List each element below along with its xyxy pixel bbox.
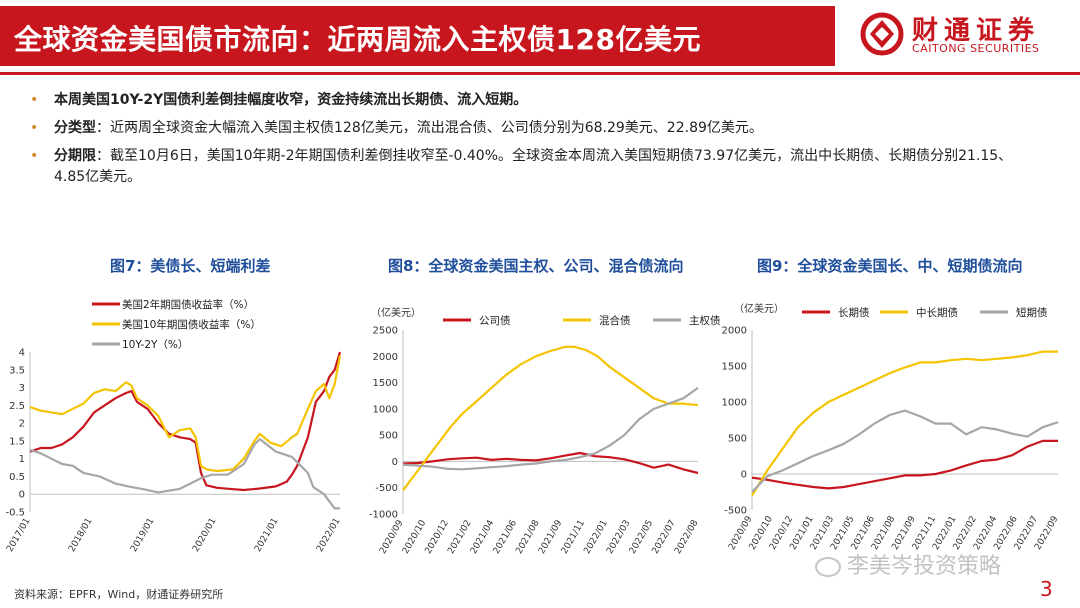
legend-label: 美国2年期国债收益率（%）	[122, 298, 254, 311]
chart-title-fig7: 图7：美债长、短端利差	[110, 257, 271, 275]
y-tick-label: 3.5	[9, 365, 25, 376]
bullet-dot-icon: •	[30, 148, 39, 164]
y-tick-label: 0	[19, 490, 25, 501]
chart-unit-label: （亿美元）	[734, 302, 784, 315]
chart-fig8: （亿美元）-1000-500050010001500200025002020/0…	[369, 306, 720, 556]
bullet-lead: 分类型	[54, 120, 96, 136]
bullet-dot-icon: •	[30, 120, 39, 136]
chart-title-fig8: 图8：全球资金美国主权、公司、混合债流向	[388, 257, 684, 275]
legend-label: 公司债	[479, 314, 511, 327]
series-line-3	[402, 386, 699, 471]
bullet-item: • 分期限：截至10月6日，美国10年期-2年期国债利差倒挂收窄至-0.40%。…	[28, 146, 1038, 188]
y-tick-label: 2500	[373, 326, 398, 337]
series-line-3	[29, 438, 340, 510]
bullet-item: • 分类型：近两周全球资金大幅流入美国主权债128亿美元，流出混合债、公司债分别…	[28, 118, 1038, 139]
y-tick-label: 1500	[722, 362, 747, 373]
chart-unit-label: （亿美元）	[371, 306, 421, 319]
y-tick-label: 1	[19, 454, 25, 465]
legend-label: 长期债	[838, 306, 870, 319]
x-tick-label: 2017/01	[5, 517, 32, 554]
bullet-item: • 本周美国10Y-2Y国债利差倒挂幅度收窄，资金持续流出长期债、流入短期。	[28, 90, 1038, 111]
x-tick-label: 2020/01	[191, 517, 218, 554]
watermark: 李美岑投资策略	[815, 548, 1001, 580]
y-tick-label: 2000	[722, 326, 747, 337]
series-line-1	[29, 351, 342, 492]
logo-mark-icon	[860, 12, 904, 56]
y-tick-label: 1000	[722, 398, 747, 409]
page-number: 3	[1040, 577, 1053, 601]
y-tick-label: 0.5	[9, 472, 25, 483]
y-tick-label: 0	[392, 457, 398, 468]
legend-label: 10Y-2Y（%）	[122, 339, 188, 351]
y-tick-label: 500	[379, 431, 398, 442]
source-note: 资料来源：EPFR，Wind，财通证券研究所	[14, 588, 224, 601]
series-line-2	[402, 345, 699, 491]
x-tick-label: 2019/01	[129, 517, 156, 554]
company-logo: 财通证券 CAITONG SECURITIES	[860, 8, 1060, 60]
series-line-2	[29, 355, 342, 473]
y-tick-label: 1000	[373, 404, 398, 415]
y-tick-label: 500	[728, 434, 747, 445]
chart-fig9: （亿美元）-50005001000150020002020/092020/102…	[722, 302, 1061, 552]
legend-label: 中长期债	[916, 306, 958, 319]
legend-label: 混合债	[599, 314, 631, 327]
logo-cn-text: 财通证券	[912, 16, 1041, 46]
header: 全球资金美国债市流向：近两周流入主权债128亿美元 财通证券 CAITONG S…	[0, 0, 1080, 70]
header-divider	[0, 72, 1080, 75]
y-tick-label: -1000	[369, 510, 398, 521]
y-tick-label: 2	[19, 419, 25, 430]
y-tick-label: -500	[375, 483, 398, 494]
wechat-icon	[815, 557, 841, 577]
page-title: 全球资金美国债市流向：近两周流入主权债128亿美元	[14, 23, 701, 56]
y-tick-label: 3	[19, 383, 25, 394]
y-tick-label: 1500	[373, 378, 398, 389]
legend-label: 美国10年期国债收益率（%）	[122, 318, 261, 331]
series-line-1	[751, 439, 1058, 490]
x-tick-label: 2022/01	[315, 517, 342, 554]
title-bar: 全球资金美国债市流向：近两周流入主权债128亿美元	[0, 6, 835, 66]
bullet-list: • 本周美国10Y-2Y国债利差倒挂幅度收窄，资金持续流出长期债、流入短期。 •…	[28, 90, 1038, 195]
bullet-text: 本周美国10Y-2Y国债利差倒挂幅度收窄，资金持续流出长期债、流入短期。	[54, 92, 528, 108]
series-line-2	[751, 350, 1058, 497]
legend-label: 短期债	[1016, 306, 1048, 319]
legend-label: 主权债	[689, 314, 720, 327]
series-line-1	[402, 451, 699, 475]
x-tick-label: 2018/01	[67, 517, 94, 554]
series-line-3	[751, 409, 1059, 493]
x-tick-label: 2021/01	[253, 517, 280, 554]
y-tick-label: 4	[19, 348, 25, 359]
y-tick-label: 2000	[373, 352, 398, 363]
bullet-dot-icon: •	[30, 92, 39, 108]
chart-fig7: -0.5 0 0.5 1 1.5 2 2.5 3 3.5 4 2017/01 2018/01 2019/…	[5, 298, 342, 554]
y-tick-label: 1.5	[9, 436, 25, 447]
bullet-text: ：截至10月6日，美国10年期-2年期国债利差倒挂收窄至-0.40%。全球资金本…	[54, 148, 1013, 185]
watermark-text: 李美岑投资策略	[847, 554, 1002, 579]
bullet-text: ：近两周全球资金大幅流入美国主权债128亿美元，流出混合债、公司债分别为68.2…	[96, 120, 763, 136]
chart-title-fig9: 图9：全球资金美国长、中、短期债流向	[757, 257, 1023, 275]
logo-en-text: CAITONG SECURITIES	[912, 42, 1040, 55]
bullet-lead: 分期限	[54, 148, 96, 164]
y-tick-label: -500	[724, 506, 747, 517]
y-tick-label: -0.5	[5, 508, 25, 519]
y-tick-label: 0	[741, 470, 747, 481]
y-tick-label: 2.5	[9, 401, 25, 412]
